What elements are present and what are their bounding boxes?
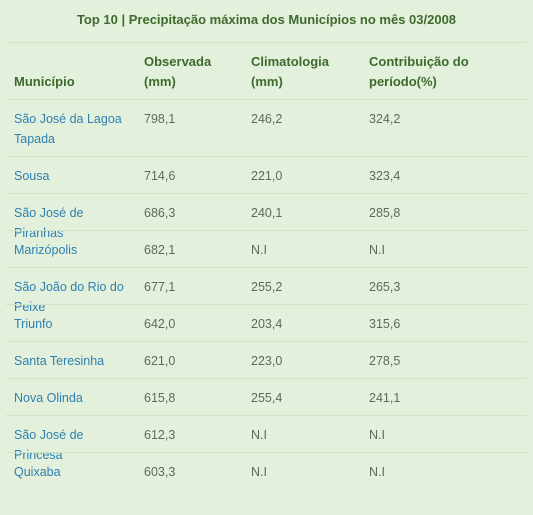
row-divider [6, 267, 527, 268]
cell-climatologia: 240,1 [251, 206, 283, 220]
cell-contribuicao: 265,3 [369, 280, 401, 294]
cell-contribuicao: 278,5 [369, 354, 401, 368]
cell-contribuicao: 315,6 [369, 317, 401, 331]
cell-observada: 642,0 [144, 317, 176, 331]
row-divider [6, 378, 527, 379]
header-climatologia: Climatologia (mm) [251, 54, 330, 89]
row-divider [6, 156, 527, 157]
cell-municipio[interactable]: São José de Princesa [14, 428, 84, 462]
cell-municipio[interactable]: Quixaba [14, 465, 61, 479]
cell-contribuicao: N.I [369, 465, 385, 479]
cell-contribuicao: N.I [369, 243, 385, 257]
cell-observada: 615,8 [144, 391, 176, 405]
cell-climatologia: 255,4 [251, 391, 283, 405]
row-divider [6, 452, 527, 453]
cell-municipio[interactable]: São José de Piranhas [14, 206, 84, 240]
cell-climatologia: N.I [251, 243, 267, 257]
cell-contribuicao: 241,1 [369, 391, 401, 405]
cell-climatologia: 203,4 [251, 317, 283, 331]
cell-contribuicao: N.I [369, 428, 385, 442]
header-divider [6, 99, 527, 100]
row-divider [6, 341, 527, 342]
row-divider [6, 193, 527, 194]
cell-observada: 798,1 [144, 112, 176, 126]
row-divider [6, 415, 527, 416]
cell-observada: 714,6 [144, 169, 176, 183]
cell-observada: 612,3 [144, 428, 176, 442]
cell-observada: 621,0 [144, 354, 176, 368]
cell-municipio[interactable]: São João do Rio do Peixe [14, 280, 124, 314]
row-divider [6, 230, 527, 231]
cell-climatologia: N.I [251, 428, 267, 442]
cell-observada: 677,1 [144, 280, 176, 294]
table-title: Top 10 | Precipitação máxima dos Municíp… [76, 12, 457, 27]
cell-municipio[interactable]: Triunfo [14, 317, 53, 331]
cell-climatologia: 255,2 [251, 280, 283, 294]
cell-climatologia: 246,2 [251, 112, 283, 126]
cell-climatologia: 221,0 [251, 169, 283, 183]
cell-observada: 682,1 [144, 243, 176, 257]
cell-contribuicao: 323,4 [369, 169, 401, 183]
cell-municipio[interactable]: Santa Teresinha [14, 354, 105, 368]
cell-municipio[interactable]: Nova Olinda [14, 391, 83, 405]
header-contribuicao: Contribuição do período(%) [369, 54, 469, 89]
cell-observada: 603,3 [144, 465, 176, 479]
header-municipio: Município [14, 74, 75, 89]
cell-municipio[interactable]: Marizópolis [14, 243, 78, 257]
cell-contribuicao: 324,2 [369, 112, 401, 126]
row-divider [6, 304, 527, 305]
cell-municipio[interactable]: Sousa [14, 169, 50, 183]
cell-contribuicao: 285,8 [369, 206, 401, 220]
cell-climatologia: 223,0 [251, 354, 283, 368]
title-divider [6, 42, 527, 43]
cell-municipio[interactable]: São José da Lagoa Tapada [14, 112, 122, 146]
cell-observada: 686,3 [144, 206, 176, 220]
header-observada: Observada (mm) [144, 54, 212, 89]
cell-climatologia: N.I [251, 465, 267, 479]
